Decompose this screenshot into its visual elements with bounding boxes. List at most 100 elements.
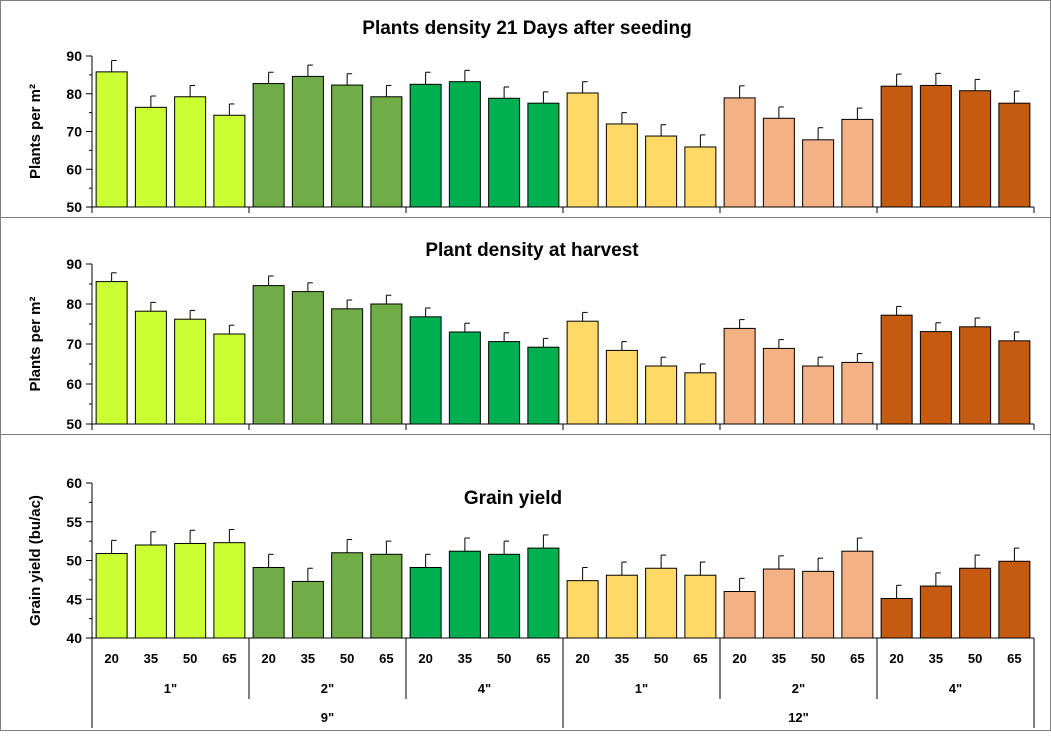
x-tick-label: 65 <box>850 651 864 666</box>
bar-density-21-days <box>959 90 992 208</box>
x-tick-label: 20 <box>261 651 275 666</box>
bar-density-21-days <box>252 83 285 208</box>
bar-grain-yield <box>880 597 913 639</box>
y-tick-label: 80 <box>66 296 82 312</box>
bar-density-harvest <box>605 349 638 425</box>
bar-density-harvest <box>488 341 521 425</box>
bar-density-21-days <box>802 139 835 208</box>
x-tick-label: 20 <box>418 651 432 666</box>
x-tick-label: 65 <box>1007 651 1021 666</box>
y-tick-label: 60 <box>66 161 82 177</box>
x-tick-label: 35 <box>929 651 943 666</box>
bar-grain-yield <box>213 542 246 639</box>
bar-density-harvest <box>448 331 481 425</box>
x-group-label: 2" <box>321 681 334 696</box>
x-group-label: 1" <box>635 681 648 696</box>
bar-density-21-days <box>213 114 246 208</box>
x-tick-label: 65 <box>379 651 393 666</box>
bar-density-harvest <box>331 308 364 425</box>
bar-grain-yield <box>134 544 167 639</box>
bar-grain-yield <box>527 547 560 639</box>
bar-density-21-days <box>566 92 599 208</box>
bar-density-21-days <box>723 97 756 208</box>
chart-title-grain-yield: Grain yield <box>464 488 562 509</box>
y-axis-label-grain-yield: Grain yield (bu/ac) <box>27 495 44 626</box>
bar-density-21-days <box>527 102 560 208</box>
y-tick-label: 70 <box>66 336 82 352</box>
bar-grain-yield <box>370 553 403 639</box>
bar-grain-yield <box>488 553 521 639</box>
bar-density-21-days <box>174 96 207 208</box>
bar-grain-yield <box>645 567 678 639</box>
bar-density-21-days <box>880 85 913 208</box>
bar-density-harvest <box>684 372 717 425</box>
bar-grain-yield <box>95 553 128 639</box>
x-tick-label: 20 <box>889 651 903 666</box>
x-group-label: 2" <box>792 681 805 696</box>
bar-density-harvest <box>409 316 442 425</box>
x-tick-label: 65 <box>536 651 550 666</box>
bar-grain-yield <box>802 570 835 639</box>
x-tick-label: 20 <box>732 651 746 666</box>
bar-grain-yield <box>723 591 756 639</box>
bar-density-harvest <box>213 333 246 425</box>
bar-grain-yield <box>566 580 599 639</box>
bar-grain-yield <box>331 552 364 639</box>
bar-density-21-days <box>605 123 638 208</box>
x-tick-label: 50 <box>968 651 982 666</box>
x-tick-label: 35 <box>458 651 472 666</box>
bar-density-21-days <box>370 96 403 208</box>
x-tick-label: 35 <box>615 651 629 666</box>
y-tick-label: 90 <box>66 256 82 272</box>
y-tick-label: 70 <box>66 124 82 140</box>
bar-density-21-days <box>95 71 128 208</box>
bar-grain-yield <box>409 566 442 639</box>
bar-density-21-days <box>291 75 324 208</box>
bar-density-harvest <box>998 340 1031 425</box>
bar-density-harvest <box>645 365 678 425</box>
y-tick-label: 50 <box>66 553 82 569</box>
chart-title-density-21-days: Plants density 21 Days after seeding <box>362 18 691 39</box>
bar-density-21-days <box>134 106 167 208</box>
x-group-label: 4" <box>478 681 491 696</box>
x-tick-label: 50 <box>340 651 354 666</box>
x-tick-label: 50 <box>497 651 511 666</box>
bar-density-harvest <box>95 281 128 425</box>
bar-density-harvest <box>252 285 285 425</box>
bar-density-21-days <box>448 81 481 208</box>
x-tick-label: 35 <box>301 651 315 666</box>
bar-density-harvest <box>723 327 756 425</box>
y-tick-label: 55 <box>66 514 82 530</box>
x-group-label: 1" <box>164 681 177 696</box>
bar-grain-yield <box>998 560 1031 639</box>
bar-grain-yield <box>252 566 285 639</box>
y-tick-label: 60 <box>66 475 82 491</box>
bar-density-harvest <box>174 318 207 425</box>
bar-grain-yield <box>605 574 638 639</box>
bar-density-21-days <box>645 135 678 208</box>
x-tick-label: 20 <box>575 651 589 666</box>
y-tick-label: 80 <box>66 86 82 102</box>
bar-density-harvest <box>802 365 835 425</box>
bar-density-harvest <box>841 361 874 425</box>
x-group-label: 4" <box>949 681 962 696</box>
bar-grain-yield <box>919 585 952 639</box>
bar-grain-yield <box>448 550 481 639</box>
y-axis-label-density-21-days: Plants per m² <box>27 84 44 179</box>
bar-density-harvest <box>370 303 403 425</box>
bar-density-harvest <box>134 310 167 425</box>
x-tick-label: 35 <box>144 651 158 666</box>
x-supergroup-label: 12" <box>788 710 809 725</box>
bar-grain-yield <box>291 580 324 639</box>
bar-density-harvest <box>566 320 599 425</box>
y-tick-label: 50 <box>66 416 82 432</box>
bar-grain-yield <box>959 567 992 639</box>
bar-density-harvest <box>959 326 992 425</box>
x-tick-label: 50 <box>654 651 668 666</box>
bar-density-harvest <box>880 314 913 425</box>
bar-density-harvest <box>527 346 560 425</box>
bar-density-harvest <box>919 331 952 425</box>
x-tick-label: 65 <box>222 651 236 666</box>
bar-grain-yield <box>841 550 874 639</box>
